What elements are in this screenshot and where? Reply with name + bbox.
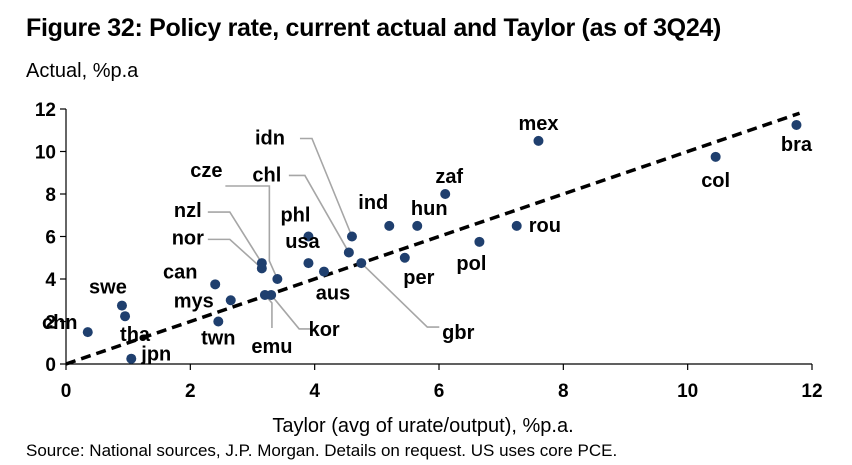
y-tick-label: 0 bbox=[45, 355, 56, 376]
y-tick-label: 12 bbox=[35, 100, 56, 121]
point-pol bbox=[474, 236, 485, 247]
point-rou bbox=[511, 220, 522, 231]
point-label-ind: ind bbox=[358, 192, 388, 214]
leader-line-kor bbox=[270, 294, 312, 330]
point-label-col: col bbox=[701, 170, 730, 192]
point-phl bbox=[303, 231, 314, 242]
x-tick-label: 10 bbox=[677, 381, 698, 402]
x-axis-label: Taylor (avg of urate/output), %p.a. bbox=[272, 415, 573, 437]
point-mex bbox=[533, 135, 544, 146]
point-swe bbox=[116, 300, 127, 311]
figure-title: Figure 32: Policy rate, current actual a… bbox=[26, 14, 722, 42]
point-label-usa: usa bbox=[285, 231, 320, 253]
point-label-hun: hun bbox=[411, 198, 448, 220]
y-axis-label: Actual, %p.a bbox=[26, 60, 139, 82]
point-label-mex: mex bbox=[518, 113, 558, 135]
point-chn bbox=[82, 327, 93, 338]
point-label-cze: cze bbox=[190, 160, 222, 182]
y-tick-label: 10 bbox=[35, 143, 56, 164]
point-can bbox=[210, 279, 221, 290]
leader-line-chl bbox=[288, 174, 350, 253]
point-jpn bbox=[126, 353, 137, 364]
x-tick-label: 0 bbox=[61, 381, 72, 402]
reference-dashed-line bbox=[65, 111, 801, 366]
leader-line-nor bbox=[207, 238, 263, 269]
point-label-tha: tha bbox=[120, 324, 151, 346]
point-ind bbox=[384, 220, 395, 231]
point-twn bbox=[213, 316, 224, 327]
x-tick-label: 4 bbox=[309, 381, 320, 402]
point-gbr bbox=[356, 258, 367, 269]
point-col bbox=[710, 151, 721, 162]
point-label-mys: mys bbox=[174, 290, 214, 312]
leader-line-idn bbox=[299, 137, 353, 237]
point-zaf bbox=[440, 189, 451, 199]
point-per bbox=[399, 252, 410, 263]
point-label-bra: bra bbox=[781, 134, 813, 156]
point-hun bbox=[412, 220, 423, 231]
point-label-can: can bbox=[163, 261, 197, 283]
point-label-kor: kor bbox=[309, 319, 340, 341]
point-label-per: per bbox=[403, 267, 434, 289]
x-tick-label: 12 bbox=[801, 381, 822, 402]
point-label-phl: phl bbox=[280, 205, 310, 227]
point-emu bbox=[259, 289, 270, 300]
point-idn bbox=[346, 231, 357, 242]
point-label-emu: emu bbox=[251, 336, 292, 358]
point-label-swe: swe bbox=[89, 277, 127, 299]
point-label-aus: aus bbox=[316, 283, 350, 305]
point-label-chn: chn bbox=[42, 312, 78, 334]
y-tick-label: 6 bbox=[45, 228, 56, 249]
point-label-jpn: jpn bbox=[140, 344, 171, 366]
point-label-twn: twn bbox=[201, 328, 235, 350]
x-tick-label: 2 bbox=[185, 381, 196, 402]
point-label-gbr: gbr bbox=[442, 322, 474, 344]
point-label-nzl: nzl bbox=[174, 200, 202, 222]
y-tick-label: 8 bbox=[45, 185, 56, 206]
point-label-rou: rou bbox=[529, 215, 561, 237]
leader-line-nzl bbox=[207, 211, 263, 264]
point-label-nor: nor bbox=[172, 227, 204, 249]
point-label-pol: pol bbox=[456, 253, 486, 275]
point-aus bbox=[318, 266, 329, 277]
point-tha bbox=[120, 311, 131, 322]
leader-line-cze bbox=[225, 185, 279, 280]
y-tick-label: 2 bbox=[45, 313, 56, 334]
point-chl bbox=[343, 247, 354, 258]
leader-line-gbr bbox=[360, 262, 440, 328]
x-tick-label: 6 bbox=[434, 381, 445, 402]
point-nor bbox=[256, 263, 267, 274]
point-label-zaf: zaf bbox=[435, 166, 463, 188]
point-cze bbox=[272, 274, 283, 284]
x-tick-label: 8 bbox=[558, 381, 569, 402]
point-usa bbox=[303, 258, 314, 269]
point-label-idn: idn bbox=[255, 128, 285, 150]
point-label-chl: chl bbox=[252, 164, 281, 186]
y-tick-label: 4 bbox=[45, 270, 56, 291]
point-bra bbox=[791, 119, 802, 130]
source-note: Source: National sources, J.P. Morgan. D… bbox=[26, 441, 618, 460]
point-mys bbox=[225, 295, 236, 306]
